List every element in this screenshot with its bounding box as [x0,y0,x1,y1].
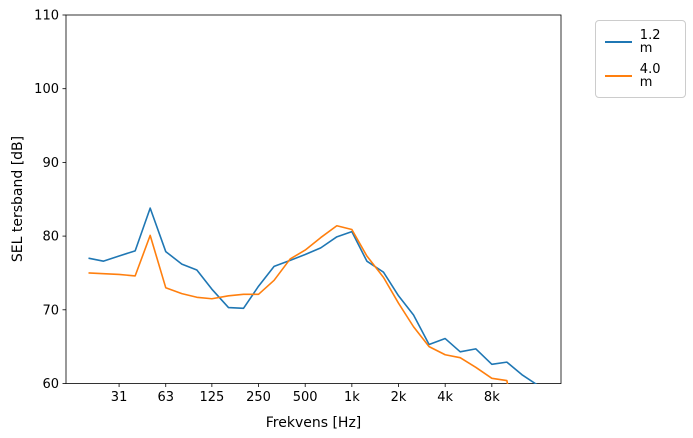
legend: 1.2 m 4.0 m [595,20,686,98]
plot-area [65,14,562,384]
legend-label: 4.0 m [639,62,661,90]
legend-label: 1.2 m [639,28,661,56]
svg-text:63: 63 [157,390,174,405]
svg-text:250: 250 [246,390,271,405]
svg-text:100: 100 [34,82,59,97]
data-series-lines [88,207,538,384]
svg-text:80: 80 [42,230,59,245]
svg-text:8k: 8k [484,390,500,405]
svg-text:90: 90 [42,156,59,171]
svg-text:500: 500 [293,390,318,405]
line-4-0-m [88,224,509,384]
x-axis-ticks: 31 63 125 250 500 1k 2k 4k 8k [111,383,500,405]
svg-text:4k: 4k [437,390,453,405]
legend-line-swatch-4-0m [605,75,632,77]
svg-text:31: 31 [111,390,128,405]
svg-text:60: 60 [42,377,59,392]
svg-text:110: 110 [34,9,59,24]
legend-item: 4.0 m [605,63,677,89]
legend-line-swatch-1-2m [605,41,632,43]
svg-text:70: 70 [42,303,59,318]
x-axis-label: Frekvens [Hz] [266,415,362,431]
svg-text:125: 125 [199,390,224,405]
y-axis-label: SEL tersband [dB] [10,136,26,262]
legend-item: 1.2 m [605,29,677,55]
line-1-2-m [88,207,538,384]
svg-text:1k: 1k [344,390,360,405]
y-axis-ticks: 60 70 80 90 100 110 [34,9,66,392]
svg-text:2k: 2k [391,390,407,405]
